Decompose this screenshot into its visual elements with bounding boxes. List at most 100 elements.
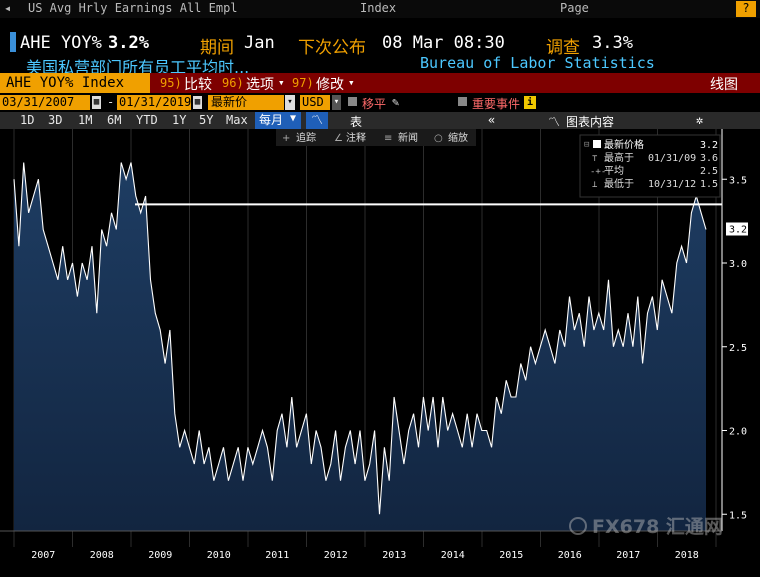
options-number: 96) [222,76,244,90]
range-3d[interactable]: 3D [48,113,63,127]
x-tick-label: 2014 [441,550,465,561]
function-toolbar: AHE YOY% Index 95) 比较 96) 选项 ▾ 97) 修改 ▾ … [0,73,760,93]
period-label: 期间 [200,38,234,58]
y-tick-label: 2.5 [729,343,747,354]
pencil-icon[interactable]: ✎ [392,95,400,109]
calendar-icon[interactable]: ▦ [92,96,101,109]
legend-collapse-icon[interactable]: ⊟ [584,140,589,150]
calendar-icon-end[interactable]: ▦ [193,96,202,109]
ticker-value: 3.2% [108,33,149,53]
trace-tool[interactable]: 追踪 [296,131,316,144]
events-checkbox[interactable] [458,97,467,106]
average-marker-icon: -+- [590,167,606,177]
end-date-input[interactable]: 01/31/2019 [117,95,192,110]
currency-dropdown-icon[interactable]: ▾ [332,95,341,110]
edit-number: 97) [292,76,314,90]
table-tab[interactable]: 表 [350,115,363,129]
frequency-select[interactable]: 每月 [255,112,301,129]
options-dropdown-icon[interactable]: ▾ [278,76,285,89]
watermark: FX678 汇通网 [569,516,723,538]
y-tick-label: 3.5 [729,175,747,186]
watermark-logo-icon [569,517,587,535]
range-1m[interactable]: 1M [78,113,93,127]
edit-button[interactable]: 修改 [316,77,344,93]
edit-dropdown-icon[interactable]: ▾ [348,76,355,89]
x-tick-label: 2007 [31,550,55,561]
legend-swatch [593,140,601,148]
gear-icon[interactable]: ✲ [696,113,704,127]
data-source: Bureau of Labor Statistics [420,54,655,72]
annotation-toolbar: + 追踪 ∠ 注释 ≡ 新闻 ○ 缩放 [276,129,476,146]
top-title-strip: ◂ US Avg Hrly Earnings All Empl Index Pa… [0,0,760,18]
range-toolbar: 1D 3D 1M 6M YTD 1Y 5Y Max 每月 ▼ 〽 表 « 〽 图… [0,112,760,129]
smooth-checkbox[interactable] [348,97,357,106]
help-icon[interactable]: ? [736,1,756,17]
chart-type-label[interactable]: 线图 [710,77,738,93]
last-value-marker: 3.2 [726,222,748,236]
index-name-field[interactable]: AHE YOY% Index [0,73,150,93]
line-chart-icon[interactable]: 〽 [306,112,328,129]
price-type-dropdown-icon[interactable]: ▾ [285,95,295,110]
smooth-label: 移平 [362,97,387,111]
range-5y[interactable]: 5Y [199,113,214,127]
next-release-label: 下次公布 [298,38,366,58]
legend-low-label: 最低于 [604,177,634,190]
top-index-text: Index [360,1,397,15]
annotate-tool[interactable]: 注释 [346,131,366,144]
crosshair-icon[interactable]: + [282,133,290,144]
news-tool[interactable]: 新闻 [398,131,418,144]
range-1d[interactable]: 1D [20,113,35,127]
compare-button[interactable]: 比较 [184,77,212,93]
x-tick-label: 2017 [616,550,640,561]
zoom-tool[interactable]: 缩放 [448,131,468,144]
range-6m[interactable]: 6M [107,113,122,127]
legend-latest-value: 3.2 [700,140,718,151]
legend-high-label: 最高于 [604,151,634,164]
start-date-input[interactable]: 03/31/2007 [0,95,90,110]
x-tick-label: 2016 [558,550,582,561]
survey-label: 调查 [546,38,580,58]
period-value: Jan [244,33,275,53]
x-tick-label: 2010 [207,550,231,561]
currency-select[interactable]: USD [300,95,330,110]
y-axis: 1.5 2.0 2.5 3.0 3.5 [721,129,747,531]
x-axis: 2007 2008 2009 2010 2011 2012 2013 2014 2015 2016… [0,530,722,561]
series-area-fill [14,162,706,531]
ticker-header: AHE YOY% 3.2% 期间 Jan 下次公布 08 Mar 08:30 调… [0,30,760,58]
series-description: 美国私营部门所有员工平均时... [26,58,250,77]
news-icon[interactable]: ≡ [384,133,392,144]
options-button[interactable]: 选项 [246,77,274,93]
x-tick-label: 2015 [499,550,523,561]
chart-contents-button[interactable]: 图表内容 [566,115,615,129]
high-marker-icon: ⊤ [592,154,598,164]
zoom-icon[interactable]: ○ [434,133,443,144]
top-page-text: Page [560,1,589,15]
survey-value: 3.3% [592,33,633,53]
collapse-icon[interactable]: « [488,113,496,127]
watermark-text: FX678 汇通网 [592,516,723,538]
price-type-select[interactable]: 最新价 [208,95,284,110]
series-line [13,162,707,515]
range-1y[interactable]: 1Y [172,113,187,127]
top-title-text: US Avg Hrly Earnings All Empl [28,1,238,15]
x-tick-label: 2012 [324,550,348,561]
info-icon[interactable]: i [524,96,536,109]
x-tick-label: 2009 [148,550,172,561]
range-max[interactable]: Max [226,113,248,127]
events-label: 重要事件 [472,97,521,111]
date-separator: - [107,95,115,109]
chart-contents-icon[interactable]: 〽 [548,115,561,129]
frequency-dropdown-icon[interactable]: ▼ [290,113,297,124]
last-value-label: 3.2 [729,225,747,236]
compare-number: 95) [160,76,182,90]
range-ytd[interactable]: YTD [136,113,158,127]
legend-high-date: 01/31/09 [648,153,696,164]
y-tick-label: 2.0 [729,427,747,438]
annotate-icon[interactable]: ∠ [334,133,343,144]
menu-arrow-icon[interactable]: ◂ [4,1,12,15]
ticker-marker [10,32,16,52]
legend-average-label: 平均 [604,165,624,177]
price-chart[interactable]: 1.5 2.0 2.5 3.0 3.5 2007 2008 2009 2010 2011 2012… [0,129,760,577]
x-tick-label: 2011 [265,550,289,561]
y-tick-label: 1.5 [729,510,747,521]
